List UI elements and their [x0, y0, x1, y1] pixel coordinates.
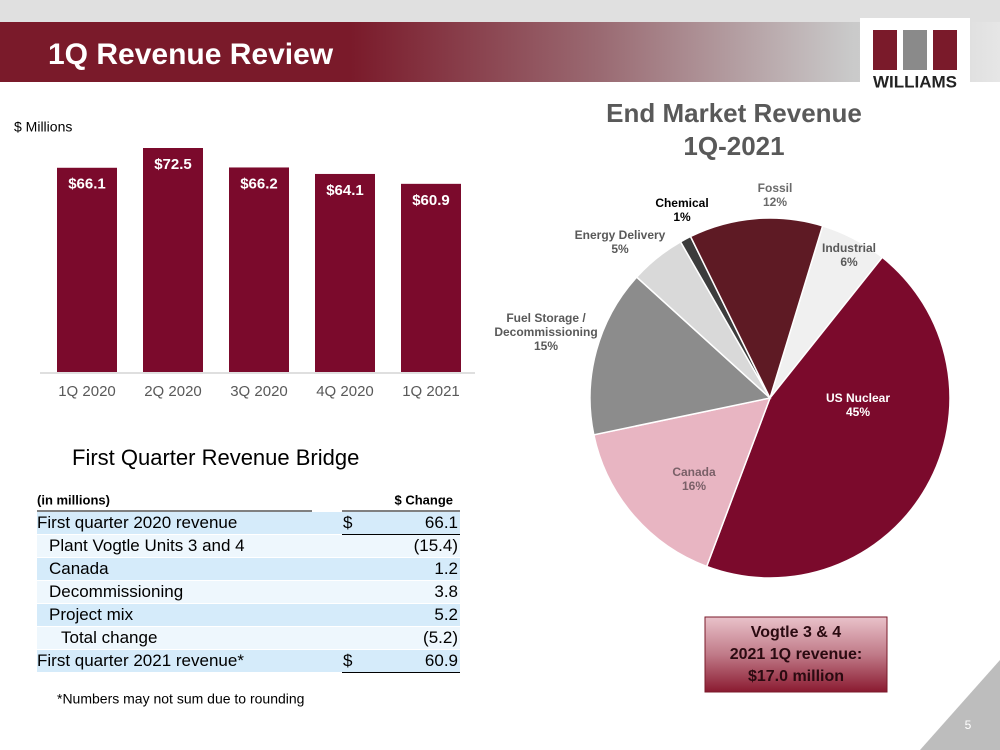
footnote: *Numbers may not sum due to rounding [57, 691, 304, 707]
callout-text: Vogtle 3 & 4 [751, 624, 841, 641]
pie-title: 1Q-2021 [683, 131, 784, 161]
row-value: 66.1 [425, 513, 458, 532]
slice-label-text: 6% [840, 255, 858, 269]
slice-label: Industrial 6% [789, 241, 909, 269]
callout-text: $17.0 million [748, 668, 844, 685]
row-label: Decommissioning [49, 582, 183, 601]
row-label: Total change [61, 628, 157, 647]
table-row-bg [37, 558, 460, 580]
data-label: $60.9 [412, 192, 450, 209]
row-label: Project mix [49, 605, 134, 624]
x-tick-label: 4Q 2020 [316, 383, 374, 400]
page-number: 5 [965, 718, 972, 732]
data-label: $72.5 [154, 156, 192, 173]
slice-label-text: US Nuclear [825, 391, 891, 405]
callout-text: 2021 1Q revenue: [730, 646, 863, 663]
table-title: First Quarter Revenue Bridge [72, 445, 359, 470]
slice-label: Energy Delivery 5% [560, 228, 680, 256]
bar [401, 183, 461, 372]
row-currency: $ [343, 651, 353, 670]
slice-label: Fossil 12% [715, 181, 835, 209]
row-label: Canada [49, 559, 109, 578]
slice-label-text: 1% [673, 210, 691, 224]
slice-label-text: 5% [611, 242, 629, 256]
slice-label-text: Canada [672, 465, 716, 479]
row-value: 5.2 [434, 605, 458, 624]
slice-label: Canada 16% [634, 465, 754, 493]
slice-label: Fuel Storage / Decommissioning 15% [486, 311, 606, 353]
top-strip [0, 0, 1000, 22]
slice-label-text: 16% [681, 479, 707, 493]
x-tick-label: 1Q 2020 [58, 383, 116, 400]
slice-label-text: Chemical [655, 196, 709, 210]
slice-label-text: 15% [533, 339, 559, 353]
x-tick-label: 2Q 2020 [144, 383, 202, 400]
pie-slice [689, 217, 824, 401]
row-label: First quarter 2021 revenue* [37, 651, 244, 670]
slide-title: 1Q Revenue Review [48, 38, 334, 71]
pie-title: End Market Revenue [606, 98, 862, 128]
data-label: $66.1 [68, 176, 106, 193]
pie-slice [589, 276, 772, 436]
logo-text: WILLIAMS [873, 72, 957, 91]
unit-label: $ Millions [14, 119, 72, 135]
row-value: (15.4) [414, 536, 458, 555]
pie-slice [592, 396, 772, 568]
bar [143, 148, 203, 372]
bar [57, 167, 117, 372]
table-row-bg [37, 535, 460, 557]
table-header: (in millions) [37, 492, 110, 507]
slice-label: US Nuclear 45% [798, 391, 918, 419]
table-row-bg [37, 604, 460, 626]
row-value: 1.2 [434, 559, 458, 578]
pie-slice [705, 256, 951, 579]
x-tick-label: 1Q 2021 [402, 383, 460, 400]
row-value: (5.2) [423, 628, 458, 647]
slice-label: Chemical 1% [622, 196, 742, 224]
table-row-bg [37, 512, 460, 534]
slice-label-text: Fuel Storage / Decommissioning [494, 311, 598, 339]
logo-mark [903, 30, 927, 70]
x-tick-label: 3Q 2020 [230, 383, 288, 400]
table-row-bg [37, 627, 460, 649]
slice-label-text: Energy Delivery [574, 228, 666, 242]
table-row-bg [37, 650, 460, 672]
header-bar [0, 22, 1000, 82]
row-label: First quarter 2020 revenue [37, 513, 237, 532]
slice-label-text: 45% [845, 405, 871, 419]
logo-mark [873, 30, 897, 70]
table-row-bg [37, 581, 460, 603]
logo-mark [933, 30, 957, 70]
row-value: 3.8 [434, 582, 458, 601]
slice-label-text: 12% [762, 195, 788, 209]
data-label: $64.1 [326, 182, 364, 199]
row-value: 60.9 [425, 651, 458, 670]
row-currency: $ [343, 513, 353, 532]
slice-label-text: Fossil [757, 181, 793, 195]
row-label: Plant Vogtle Units 3 and 4 [49, 536, 245, 555]
slice-label-text: Industrial [821, 241, 876, 255]
corner [920, 660, 1000, 750]
data-label: $66.2 [240, 175, 278, 192]
bar [315, 173, 375, 372]
table-header: $ Change [394, 492, 453, 507]
bar [229, 167, 289, 372]
callout-box [704, 616, 888, 693]
